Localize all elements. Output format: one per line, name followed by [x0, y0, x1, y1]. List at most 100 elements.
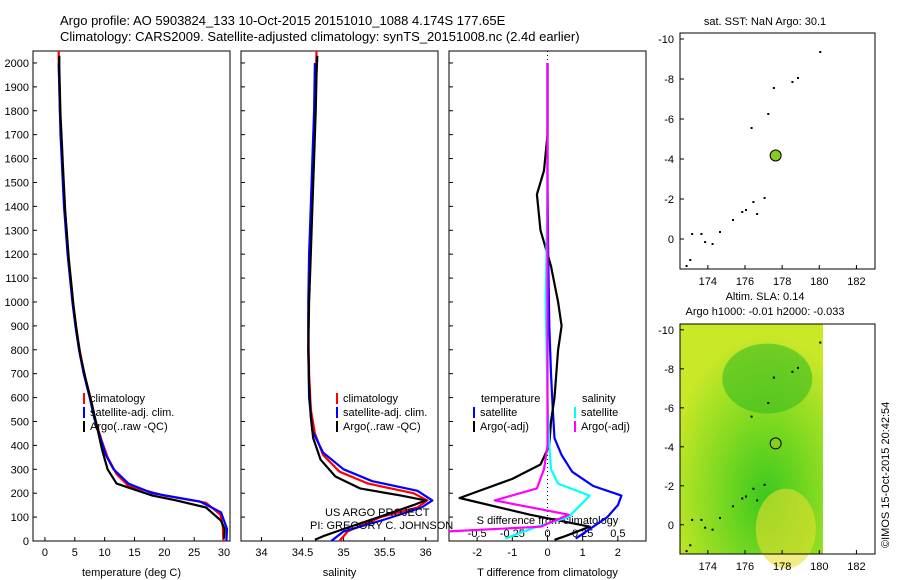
pi-annotation: PI: GREGORY C. JOHNSON — [310, 520, 453, 532]
heat-blob — [722, 343, 813, 414]
island-point — [689, 259, 692, 261]
x-tick-label: -2 — [472, 547, 482, 559]
series-line — [307, 55, 427, 541]
y-tick-label: -2 — [664, 481, 674, 493]
y-tick-label: 900 — [11, 321, 29, 333]
y-tick-label: -4 — [664, 442, 674, 454]
x-tick-label: 34.5 — [292, 547, 313, 559]
y-tick-label: 1500 — [5, 177, 29, 189]
legend-header: salinity — [582, 393, 616, 405]
island-point — [691, 233, 694, 235]
series-line — [307, 62, 434, 542]
series-line — [448, 63, 570, 533]
map-title: sat. SST: NaN Argo: 30.1 — [704, 16, 826, 28]
island-point — [791, 81, 794, 83]
island-point — [691, 518, 694, 521]
figure-title-line2: Climatology: CARS2009. Satellite-adjuste… — [60, 29, 580, 44]
x-tick-label: 182 — [847, 276, 865, 288]
x-tick-label: 0 — [42, 547, 48, 559]
y-tick-label: 800 — [11, 345, 29, 357]
island-point — [752, 201, 755, 203]
x-tick-label: 35 — [337, 547, 349, 559]
y-tick-label: 1000 — [5, 297, 29, 309]
sal-tick-label: -0.25 — [500, 528, 525, 540]
salinity-axes — [240, 50, 439, 542]
island-point — [711, 528, 714, 531]
island-point — [756, 213, 759, 215]
sal-axis-label: S difference from climatology — [477, 515, 619, 527]
x-tick-label: 36 — [420, 547, 432, 559]
island-point — [719, 231, 721, 233]
y-tick-label: 600 — [11, 393, 29, 405]
island-point — [704, 241, 707, 243]
y-tick-label: 500 — [11, 416, 29, 428]
island-point — [711, 243, 714, 245]
x-tick-label: 20 — [158, 547, 170, 559]
legend-header: temperature — [481, 393, 540, 405]
x-tick-label: 176 — [736, 561, 754, 573]
y-tick-label: 700 — [11, 369, 29, 381]
x-tick-label: 182 — [847, 561, 865, 573]
x-tick-label: 15 — [128, 547, 140, 559]
y-tick-label: 0 — [668, 520, 674, 532]
y-tick-label: 2000 — [5, 58, 29, 70]
y-tick-label: 200 — [11, 488, 29, 500]
legend-label: climatology — [343, 393, 399, 405]
y-tick-label: 1600 — [5, 154, 29, 166]
series-line — [58, 55, 226, 539]
island-point — [689, 544, 692, 547]
legend-label: satellite — [581, 407, 618, 419]
island-point — [752, 487, 755, 490]
x-tick-label: 10 — [99, 547, 111, 559]
x-tick-label: 30 — [218, 547, 230, 559]
y-tick-label: 1100 — [5, 273, 29, 285]
island-point — [797, 77, 799, 79]
y-tick-label: 1300 — [5, 225, 29, 237]
island-point — [763, 197, 766, 199]
x-tick-label: 34 — [255, 547, 267, 559]
sal-tick-label: 0 — [544, 528, 550, 540]
x-tick-label: -1 — [507, 547, 517, 559]
map-axes — [679, 32, 876, 270]
y-tick-label: 100 — [11, 512, 29, 524]
island-point — [750, 415, 753, 418]
y-tick-label: 1900 — [5, 82, 29, 94]
island-point — [819, 341, 822, 344]
x-tick-label: 180 — [810, 561, 828, 573]
legend-label: satellite-adj. clim. — [343, 407, 427, 419]
island-point — [741, 211, 744, 213]
x-axis-label: salinity — [323, 567, 357, 579]
y-tick-label: -10 — [658, 325, 674, 337]
argo-position-marker — [769, 149, 782, 162]
island-point — [797, 366, 799, 369]
sal-tick-label: 0.5 — [610, 528, 625, 540]
island-point — [791, 370, 794, 373]
legend-label: satellite-adj. clim. — [90, 407, 174, 419]
island-point — [704, 526, 707, 529]
y-tick-label: 0 — [668, 234, 674, 246]
x-tick-label: 180 — [810, 276, 828, 288]
island-point — [772, 376, 775, 379]
y-tick-label: -4 — [664, 154, 674, 166]
x-tick-label: 35.5 — [374, 547, 395, 559]
x-tick-label: 0 — [544, 547, 550, 559]
legend-label: Argo(..raw -QC) — [343, 421, 421, 433]
island-point — [767, 401, 770, 404]
series-line — [57, 62, 229, 542]
island-point — [745, 495, 747, 498]
y-tick-label: 1700 — [5, 130, 29, 142]
island-point — [700, 518, 703, 521]
x-tick-label: 174 — [699, 561, 717, 573]
island-point — [685, 265, 688, 267]
temperature-axes — [32, 50, 231, 542]
y-tick-label: 1800 — [5, 106, 29, 118]
island-point — [700, 233, 703, 235]
island-point — [763, 483, 766, 486]
island-point — [685, 550, 688, 553]
island-point — [719, 516, 721, 519]
heat-blob — [755, 488, 816, 569]
island-point — [741, 497, 744, 500]
island-point — [819, 51, 822, 53]
island-point — [772, 87, 775, 89]
